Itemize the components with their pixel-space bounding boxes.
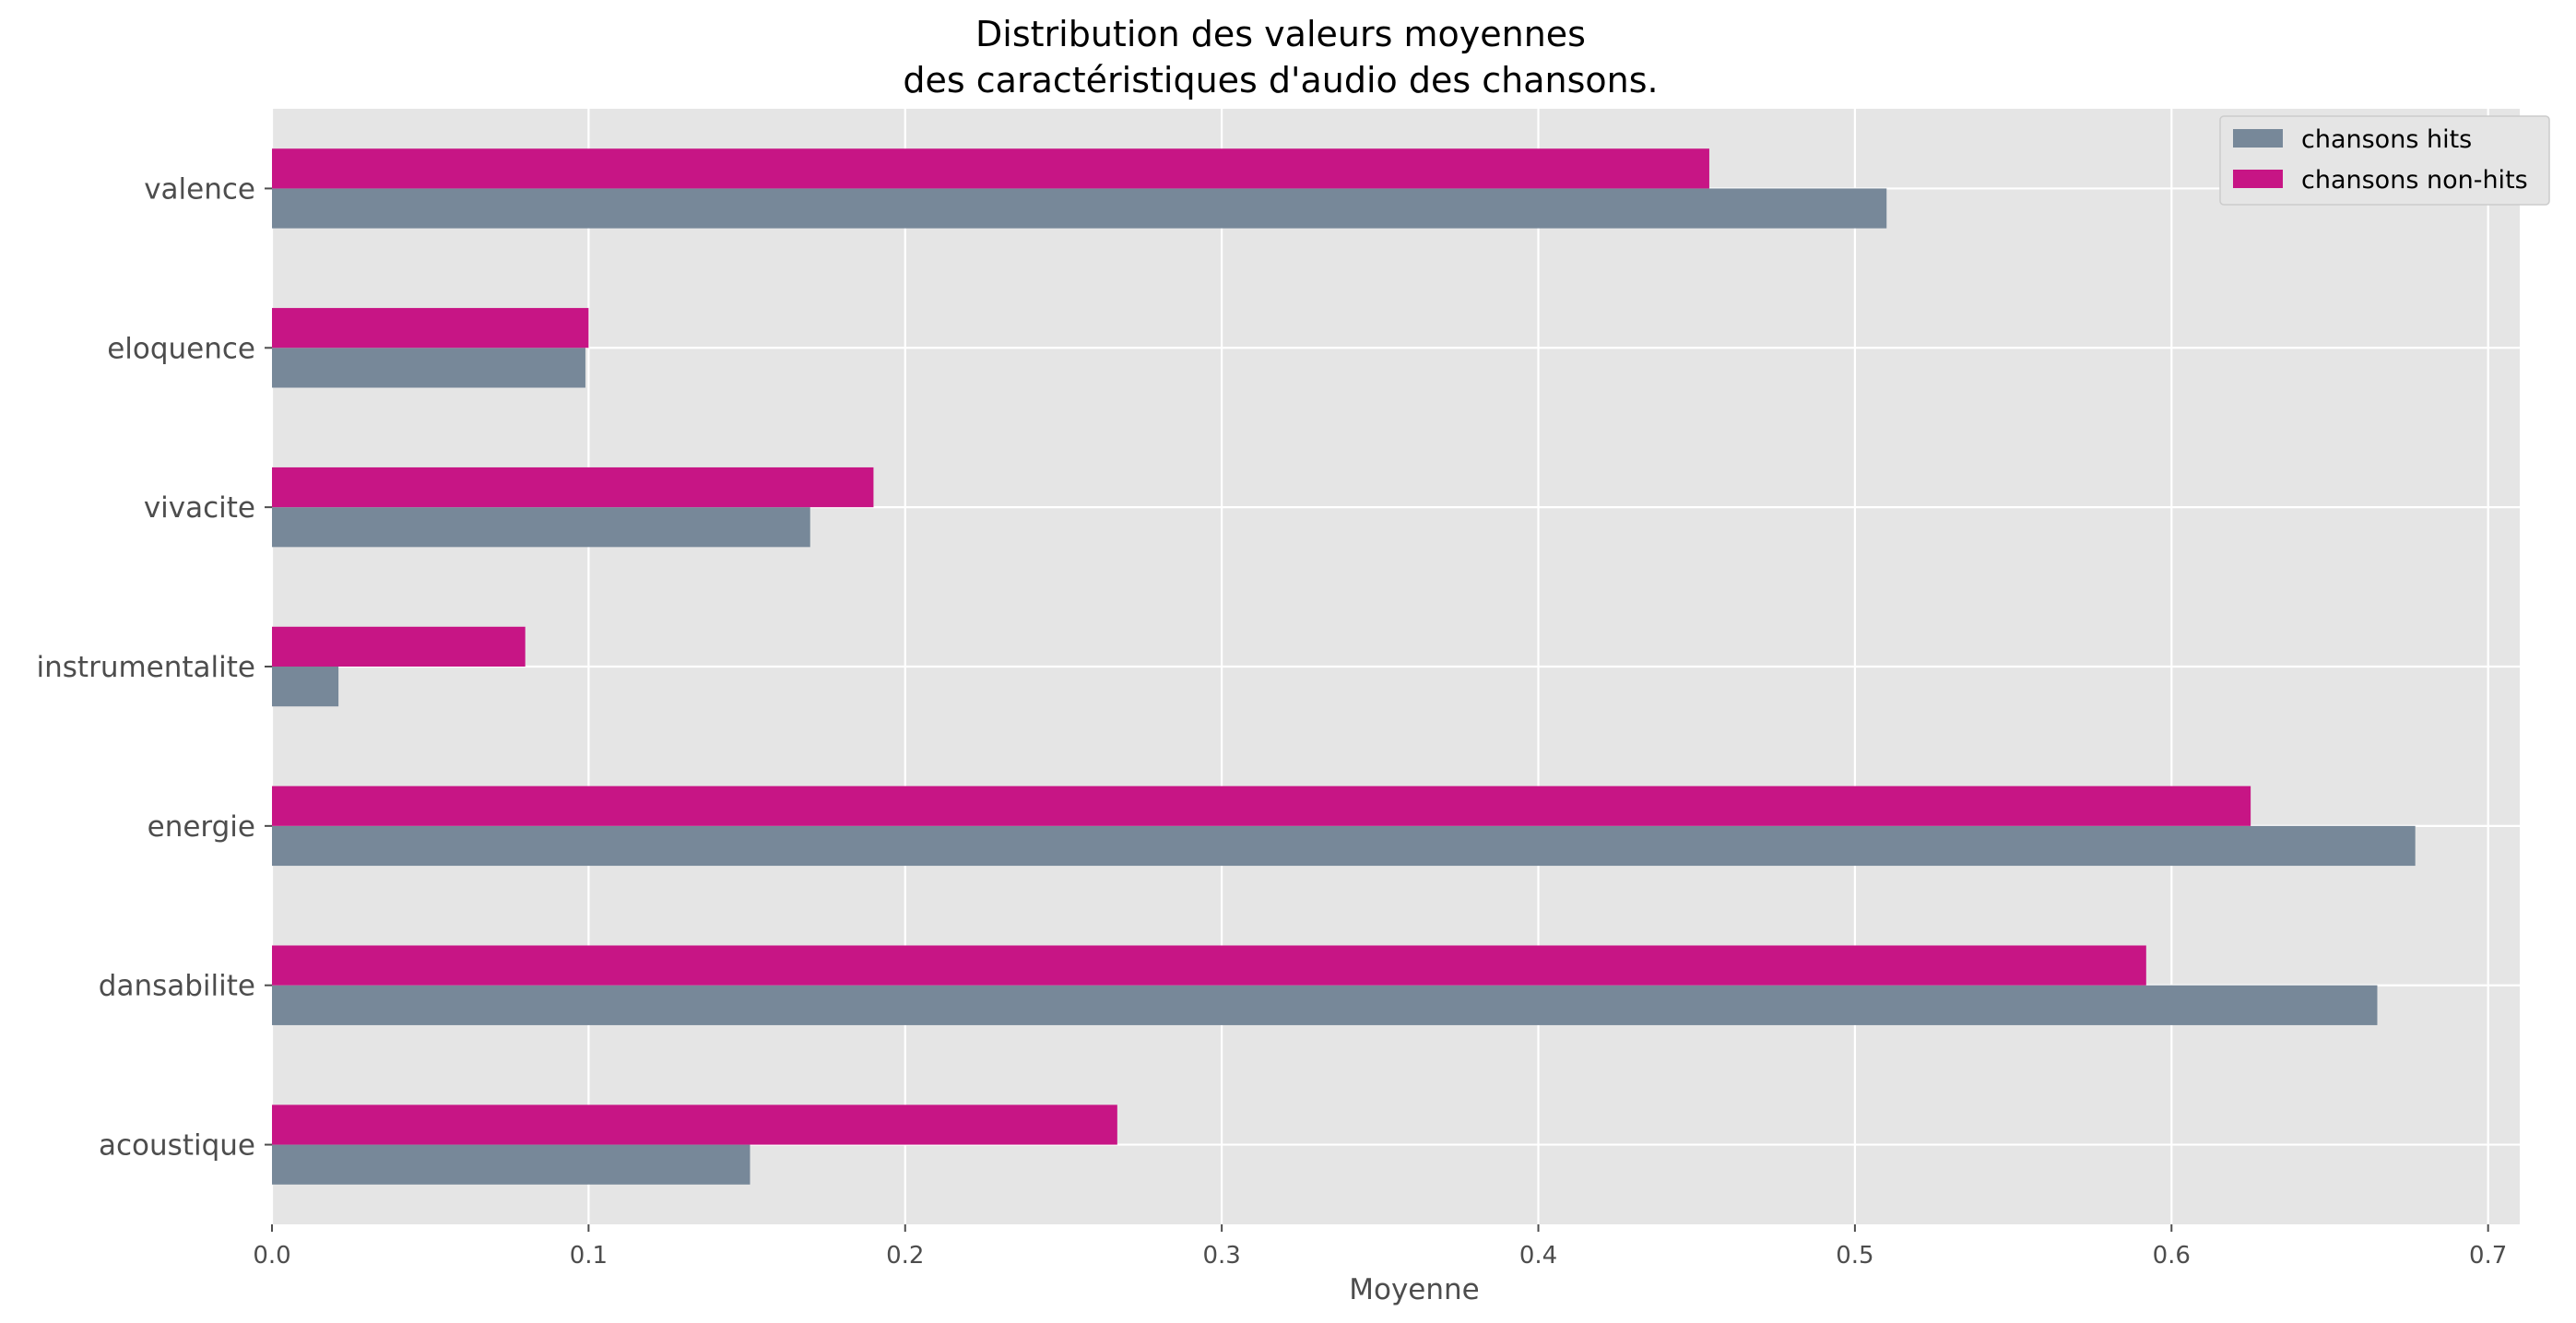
y-tick-label: energie	[148, 810, 255, 844]
legend-swatch-hits	[2233, 129, 2283, 148]
x-axis-tick-labels: 0.0 0.1 0.2 0.3 0.4 0.5 0.6 0.7	[253, 1224, 2507, 1270]
bar-non-hits-dansabilite	[272, 945, 2146, 986]
legend: chansons hits chansons non-hits	[2219, 115, 2550, 206]
bar-non-hits-instrumentalite	[272, 626, 526, 667]
bar-non-hits-vivacite	[272, 467, 874, 508]
bar-hits-dansabilite	[272, 985, 2378, 1025]
y-tick-label: vivacite	[144, 491, 255, 525]
y-tick-label: valence	[144, 172, 255, 206]
legend-label-hits: chansons hits	[2301, 125, 2472, 154]
bar-non-hits-eloquence	[272, 308, 589, 348]
y-tick-label: dansabilite	[99, 970, 255, 1003]
x-tick-label: 0.7	[2469, 1242, 2507, 1270]
bar-hits-instrumentalite	[272, 667, 339, 707]
chart-title-line-1: Distribution des valeurs moyennes	[975, 14, 1586, 54]
bar-hits-eloquence	[272, 348, 585, 388]
bar-hits-acoustique	[272, 1144, 750, 1185]
x-tick-label: 0.2	[886, 1242, 924, 1270]
x-axis-label: Moyenne	[1349, 1273, 1480, 1306]
y-tick-label: acoustique	[99, 1129, 255, 1163]
y-tick-label: instrumentalite	[37, 651, 255, 684]
legend-swatch-non-hits	[2233, 170, 2283, 188]
bar-non-hits-valence	[272, 148, 1709, 189]
legend-label-non-hits: chansons non-hits	[2301, 166, 2528, 195]
bar-hits-energie	[272, 825, 2416, 867]
bars-group	[272, 148, 2416, 1185]
x-tick-label: 0.3	[1202, 1242, 1240, 1270]
x-tick-label: 0.4	[1519, 1242, 1557, 1270]
y-tick-label: eloquence	[107, 332, 255, 365]
y-axis-tick-labels: acoustique dansabilite energie instrumental…	[37, 172, 272, 1163]
bar-hits-valence	[272, 188, 1887, 229]
bar-non-hits-energie	[272, 786, 2251, 826]
chart-title-line-2: des caractéristiques d'audio des chanson…	[903, 60, 1658, 100]
legend-box	[2219, 115, 2550, 206]
bar-hits-vivacite	[272, 507, 810, 548]
x-tick-label: 0.1	[570, 1242, 608, 1270]
x-tick-label: 0.5	[1836, 1242, 1873, 1270]
x-tick-label: 0.6	[2153, 1242, 2191, 1270]
bar-non-hits-acoustique	[272, 1104, 1117, 1145]
x-tick-label: 0.0	[253, 1242, 290, 1270]
